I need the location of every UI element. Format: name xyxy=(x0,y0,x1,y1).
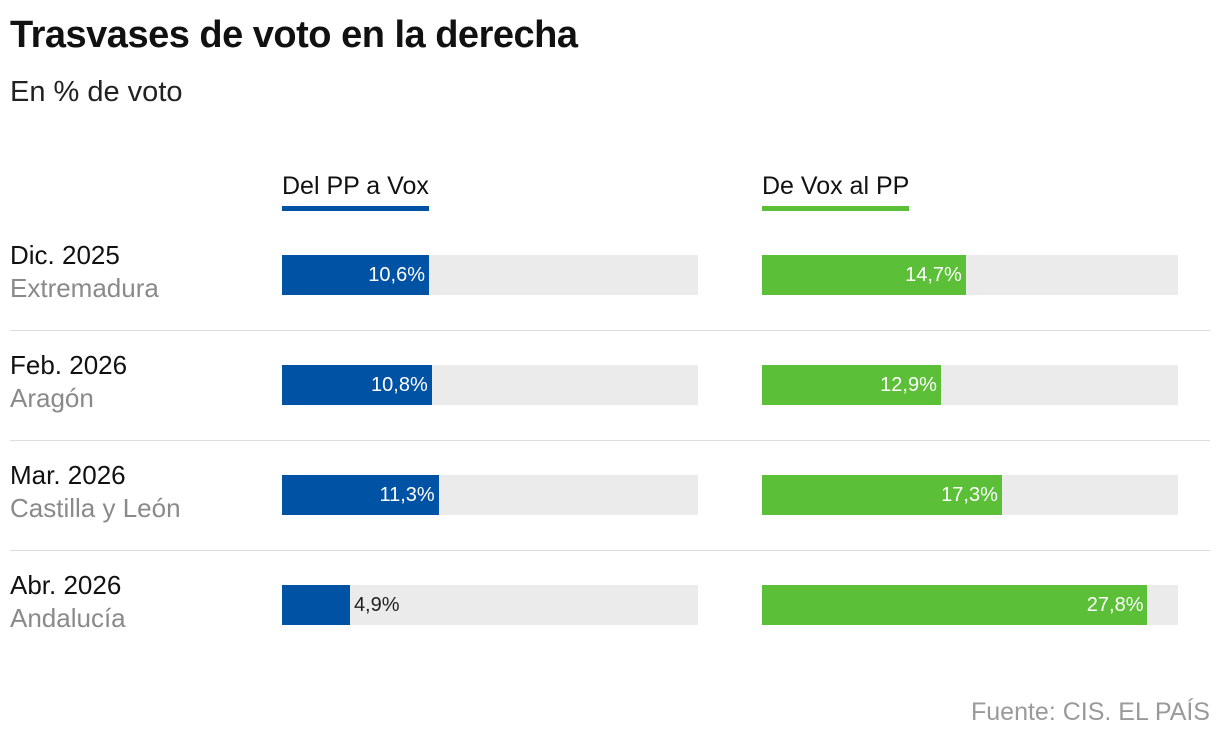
bar xyxy=(282,585,350,625)
bar-value-label: 10,6% xyxy=(368,264,425,286)
row-region-label: Andalucía xyxy=(10,603,126,633)
bar xyxy=(282,255,429,295)
series-header-pp-to-vox: Del PP a Vox xyxy=(282,172,429,211)
bar-value-label: 14,7% xyxy=(905,264,962,286)
row-date-label: Dic. 2025 xyxy=(10,240,120,270)
row-divider xyxy=(10,440,1210,441)
bar-value-label: 10,8% xyxy=(371,374,428,396)
bar-track: 10,6% xyxy=(282,255,698,295)
row-date-label: Mar. 2026 xyxy=(10,460,126,490)
series-header-label: De Vox al PP xyxy=(762,172,910,200)
source-note: Fuente: CIS. EL PAÍS xyxy=(970,698,1210,726)
row-divider xyxy=(10,550,1210,551)
series-header-vox-to-pp: De Vox al PP xyxy=(762,172,910,211)
bar-track: 10,8% xyxy=(282,365,698,405)
row-region-label: Castilla y León xyxy=(10,493,181,523)
bar-track: 14,7% xyxy=(762,255,1178,295)
chart-row: Feb. 2026 Aragón 10,8% 12,9% xyxy=(10,350,1210,460)
series-header-underline xyxy=(762,206,910,211)
chart-row: Dic. 2025 Extremadura 10,6% 14,7% xyxy=(10,240,1210,350)
row-region-label: Extremadura xyxy=(10,273,159,303)
chart-row: Abr. 2026 Andalucía 4,9% 27,8% xyxy=(10,570,1210,680)
bar xyxy=(282,475,439,515)
bar xyxy=(762,475,1002,515)
chart-row: Mar. 2026 Castilla y León 11,3% 17,3% xyxy=(10,460,1210,570)
chart-subtitle: En % de voto xyxy=(10,76,183,108)
bar xyxy=(762,585,1148,625)
bar xyxy=(282,365,432,405)
row-date-label: Feb. 2026 xyxy=(10,350,128,380)
bar-value-label: 27,8% xyxy=(1086,594,1144,616)
row-divider xyxy=(10,330,1210,331)
chart-title: Trasvases de voto en la derecha xyxy=(10,14,578,56)
bar xyxy=(762,365,941,405)
row-region-label: Aragón xyxy=(10,383,94,413)
bar-track: 11,3% xyxy=(282,475,698,515)
series-header-label: Del PP a Vox xyxy=(282,172,429,200)
bar xyxy=(762,255,966,295)
bar-track: 12,9% xyxy=(762,365,1178,405)
bar-track: 4,9% xyxy=(282,585,698,625)
bar-value-label: 12,9% xyxy=(880,374,937,396)
bar-value-label: 17,3% xyxy=(941,484,998,506)
bar-value-label: 4,9% xyxy=(353,594,400,616)
row-date-label: Abr. 2026 xyxy=(10,570,122,600)
bar-value-label: 11,3% xyxy=(379,484,435,506)
bar-track: 17,3% xyxy=(762,475,1178,515)
series-header-underline xyxy=(282,206,429,211)
bar-track: 27,8% xyxy=(762,585,1178,625)
